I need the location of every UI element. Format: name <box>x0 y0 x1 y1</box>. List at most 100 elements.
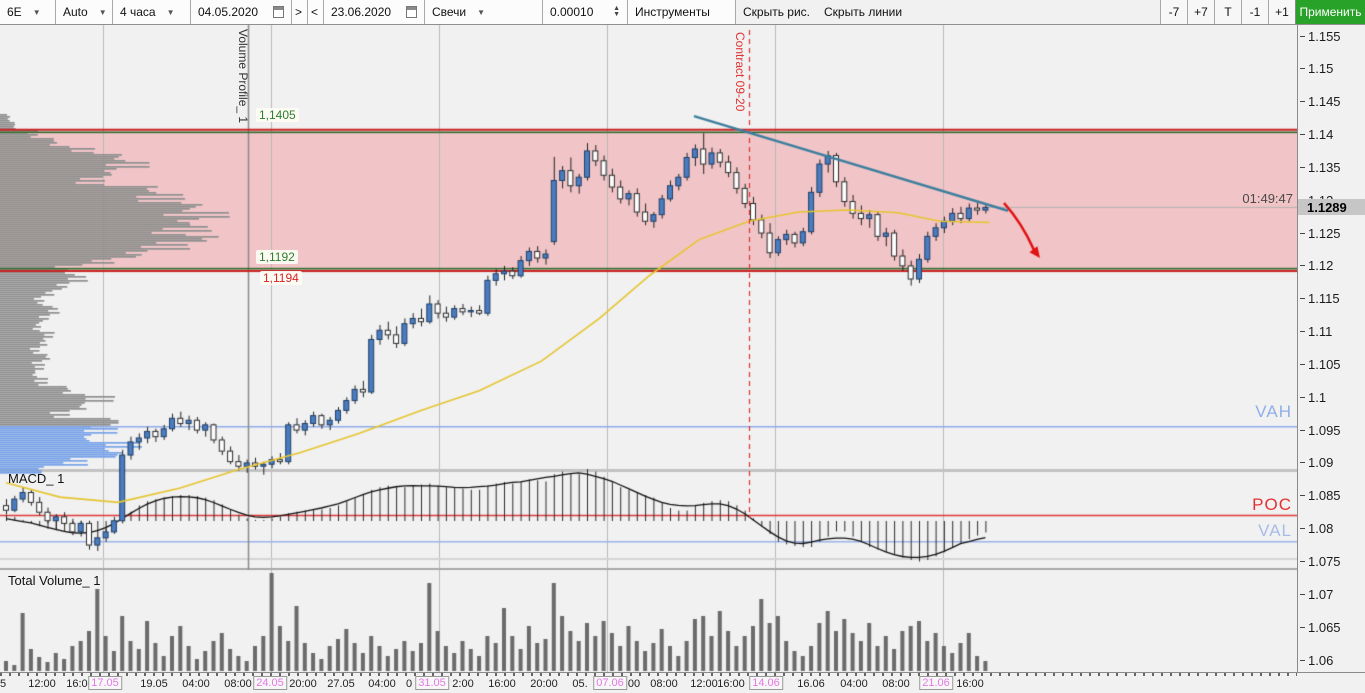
time-axis-label: 04:00 <box>840 678 868 690</box>
date-to-field[interactable]: 23.06.2020 <box>324 0 425 24</box>
price-axis[interactable]: 1.1551.151.1451.141.1351.131.1251.121.11… <box>1297 25 1365 672</box>
time-axis-label: 5 <box>0 678 7 690</box>
instruments-label: Инструменты <box>635 5 710 19</box>
time-axis-label: 04:00 <box>368 678 396 690</box>
current-price-badge: 1.1289 <box>1298 199 1365 216</box>
time-axis-label: 00 <box>627 678 641 690</box>
plus7-button[interactable]: +7 <box>1187 0 1214 24</box>
time-axis-week-label: 31.05 <box>415 676 449 690</box>
time-axis-label: 16:00 <box>488 678 516 690</box>
price-axis-label: 1.06 <box>1300 653 1333 668</box>
time-axis-label: 08:00 <box>650 678 678 690</box>
hide-lines-label: Скрыть линии <box>824 5 903 19</box>
timeframe-select[interactable]: 4 часа ▼ <box>113 0 191 24</box>
chevron-down-icon: ▼ <box>166 7 175 17</box>
hide-drawings-label: Скрыть рис. <box>743 5 811 19</box>
step-back-label: < <box>311 5 319 19</box>
price-axis-label: 1.135 <box>1300 160 1341 175</box>
price-axis-label: 1.155 <box>1300 29 1341 44</box>
price-axis-label: 1.105 <box>1300 357 1341 372</box>
time-axis-week-label: 21.06 <box>919 676 953 690</box>
macd-indicator-label: MACD_ 1 <box>8 471 65 486</box>
date-from-value: 04.05.2020 <box>198 5 259 19</box>
text-tool-button[interactable]: T <box>1214 0 1241 24</box>
price-axis-label: 1.1 <box>1300 390 1326 405</box>
calendar-icon[interactable] <box>406 6 417 18</box>
price-axis-label: 1.12 <box>1300 258 1333 273</box>
volume-profile-indicator-label: Volume Profile_ 1 <box>236 29 250 124</box>
vah-label: VAH <box>1255 402 1292 421</box>
time-axis-label: 04:00 <box>182 678 210 690</box>
plus1-button[interactable]: +1 <box>1268 0 1295 24</box>
chart-toolbar: 6E ▼ Auto ▼ 4 часа ▼ 04.05.2020 > < 23.0… <box>0 0 1365 25</box>
timeframe-value: 4 часа <box>120 5 156 19</box>
minus1-button[interactable]: -1 <box>1241 0 1268 24</box>
date-from-field[interactable]: 04.05.2020 <box>191 0 292 24</box>
price-axis-label: 1.11 <box>1300 324 1332 339</box>
time-axis[interactable]: 5 12:00 16:00 17.05 19.05 04:00 08:00 24.05 20:0… <box>0 672 1297 693</box>
time-axis-label: 27.05 <box>327 678 355 690</box>
time-axis-label: 20:00 <box>289 678 317 690</box>
apply-button[interactable]: Применить <box>1295 0 1365 24</box>
scale-mode-select[interactable]: Auto ▼ <box>56 0 113 24</box>
hide-lines-button[interactable]: Скрыть линии <box>817 0 909 24</box>
time-axis-week-label: 14.06 <box>749 676 783 690</box>
toolbar-right-group: -7 +7 T -1 +1 Применить <box>1160 0 1365 24</box>
price-axis-label: 1.065 <box>1300 620 1341 635</box>
chart-type-select[interactable]: Свечи ▼ <box>425 0 543 24</box>
chevron-down-icon: ▼ <box>98 7 107 17</box>
tick-size-stepper[interactable]: 0.00010 ▲ ▼ <box>543 0 628 24</box>
minus7-button[interactable]: -7 <box>1160 0 1187 24</box>
time-axis-label: 08:00 <box>224 678 252 690</box>
step-back-button[interactable]: < <box>308 0 324 24</box>
time-axis-label: 12:00 <box>28 678 56 690</box>
time-axis-label: 20:00 <box>530 678 558 690</box>
price-chart-canvas[interactable] <box>0 25 1297 672</box>
step-forward-button[interactable]: > <box>292 0 308 24</box>
plus1-label: +1 <box>1275 5 1289 19</box>
apply-label: Применить <box>1299 5 1362 19</box>
symbol-select[interactable]: 6E ▼ <box>0 0 56 24</box>
price-axis-label: 1.09 <box>1300 455 1333 470</box>
total-volume-indicator-label: Total Volume_ 1 <box>8 573 101 588</box>
price-axis-label: 1.15 <box>1300 61 1333 76</box>
scale-mode-value: Auto <box>63 5 88 19</box>
bar-countdown-timer: 01:49:47 <box>1242 191 1293 206</box>
time-axis-label: 2:00 <box>452 678 474 690</box>
price-axis-label: 1.115 <box>1300 291 1340 306</box>
time-axis-label: 19.05 <box>140 678 168 690</box>
text-tool-label: T <box>1224 5 1232 19</box>
minus1-label: -1 <box>1249 5 1261 19</box>
hide-drawings-button[interactable]: Скрыть рис. <box>736 0 817 24</box>
price-axis-label: 1.095 <box>1300 423 1341 438</box>
price-axis-label: 1.07 <box>1300 587 1333 602</box>
time-axis-label: 16.06 <box>797 678 825 690</box>
lower-level-green-price-label: 1,1192 <box>256 250 298 264</box>
tick-size-value: 0.00010 <box>550 5 594 19</box>
spinner-arrows-icon[interactable]: ▲ ▼ <box>613 5 620 18</box>
symbol-select-value: 6E <box>7 5 22 19</box>
calendar-icon[interactable] <box>273 6 284 18</box>
chart-area[interactable]: Volume Profile_ 1 Contract 09-20 1,1405 … <box>0 25 1297 672</box>
plus7-label: +7 <box>1194 5 1208 19</box>
price-axis-label: 1.085 <box>1300 488 1341 503</box>
poc-label: POC <box>1252 495 1292 514</box>
time-axis-week-label: 07.06 <box>593 676 627 690</box>
time-axis-label: 16:00 <box>717 678 745 690</box>
price-axis-label: 1.145 <box>1300 94 1341 109</box>
val-label: VAL <box>1258 521 1292 540</box>
chevron-down-icon: ▼ <box>477 7 486 17</box>
minus7-label: -7 <box>1168 5 1180 19</box>
time-axis-label: 16:00 <box>66 678 94 690</box>
time-axis-week-label: 17.05 <box>88 676 122 690</box>
price-axis-label: 1.14 <box>1300 127 1333 142</box>
instruments-button[interactable]: Инструменты <box>628 0 736 24</box>
time-axis-label: 12:00 <box>690 678 718 690</box>
price-axis-label: 1.075 <box>1300 554 1341 569</box>
axis-corner <box>1297 672 1365 693</box>
time-axis-week-label: 24.05 <box>253 676 287 690</box>
time-axis-label: 16:00 <box>956 678 984 690</box>
upper-level-price-label: 1,1405 <box>256 108 299 122</box>
contract-rollover-label: Contract 09-20 <box>733 32 747 112</box>
